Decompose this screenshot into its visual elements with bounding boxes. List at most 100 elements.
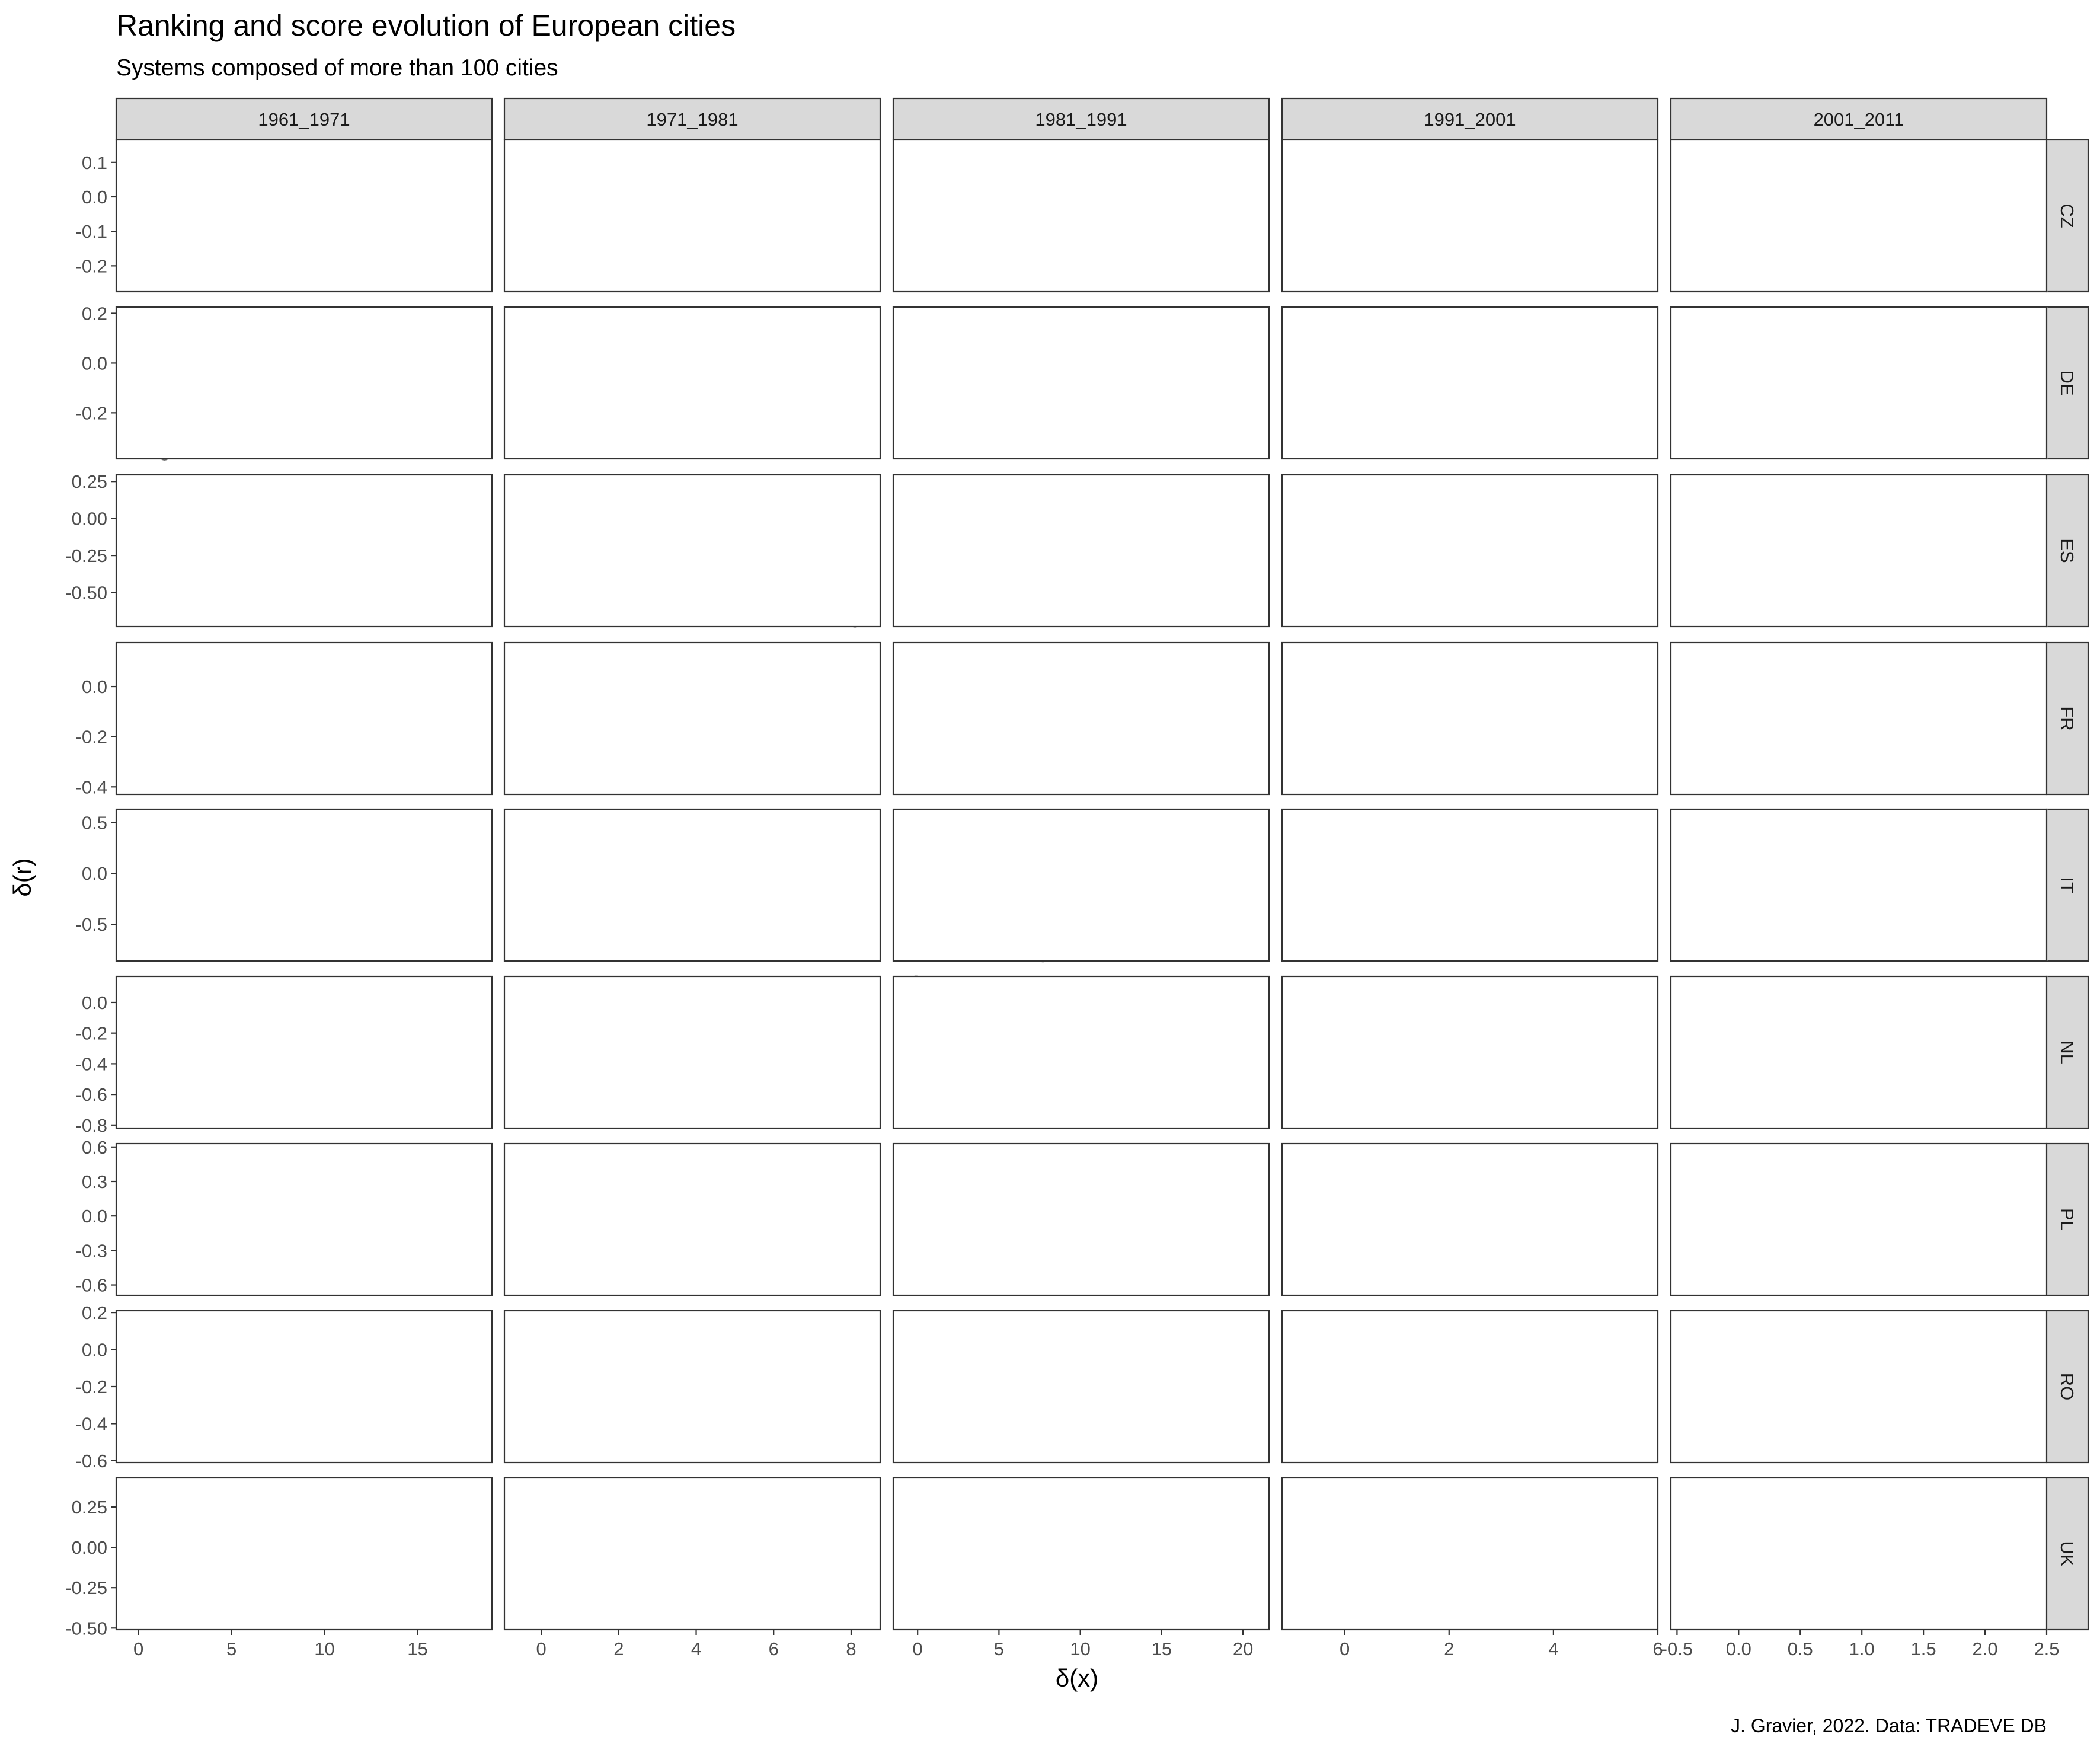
panel-DE-1961_1971: [115, 306, 493, 461]
row-strip-label: RO: [2057, 1373, 2077, 1401]
x-tick-label: 2.0: [1973, 1639, 1998, 1659]
y-tick-label: 0.0: [82, 992, 107, 1013]
y-tick-label: 0.6: [82, 1137, 107, 1158]
panel-border: [503, 641, 881, 796]
panel-border: [1281, 1310, 1659, 1464]
panel-DE-2001_2011: [1670, 306, 2048, 460]
row-strip-label: ES: [2057, 538, 2077, 563]
x-tick-label: 20: [1233, 1639, 1253, 1659]
panel-border: [1670, 808, 2048, 962]
panel-UK-1981_1991: [892, 1477, 1270, 1631]
panel-border: [503, 139, 881, 293]
y-tick-label: -0.4: [76, 1413, 107, 1434]
panel-border: [1670, 1310, 2048, 1464]
panel-border: [1281, 1477, 1659, 1631]
row-strip-PL: PL: [2045, 1142, 2089, 1296]
x-tick-label: 8: [846, 1639, 856, 1659]
x-tick-label: 10: [1070, 1639, 1090, 1659]
panel-border: [503, 1142, 881, 1296]
panel-FR-1981_1991: [892, 641, 1270, 796]
x-tick-label: 15: [1152, 1639, 1172, 1659]
panel-grid: 1961_1971 1971_1981 1981_1991 1991_2001 2001…: [65, 97, 2089, 1659]
x-tick-label: 0: [536, 1639, 546, 1659]
panel-IT-2001_2011: [1670, 808, 2048, 962]
x-tick-label: 5: [994, 1639, 1004, 1659]
y-tick-label: 0.25: [72, 1497, 107, 1518]
panel-NL-2001_2011: [1670, 975, 2048, 1129]
panel-CZ-2001_2011: [1670, 139, 2048, 293]
panel-PL-1991_2001: [1281, 1142, 1659, 1296]
row-strip-background: [2045, 975, 2089, 1129]
y-tick-label: 0.00: [72, 509, 107, 529]
row-strip-background: [2045, 1310, 2089, 1464]
y-tick-label: -0.8: [76, 1115, 107, 1136]
panel-NL-1991_2001: [1281, 975, 1659, 1129]
panel-CZ-1971_1981: [503, 139, 881, 293]
y-tick-label: 0.0: [82, 1206, 107, 1227]
row-strip-label: UK: [2057, 1541, 2077, 1566]
y-tick-label: -0.50: [65, 583, 107, 603]
y-axis-title: δ(r): [8, 858, 36, 896]
y-tick-label: 0.5: [82, 812, 107, 833]
panel-RO-1961_1971: [115, 1310, 493, 1464]
panel-border: [115, 1142, 493, 1296]
x-tick-label: 1.5: [1911, 1639, 1936, 1659]
panel-UK-1961_1971: [115, 1477, 493, 1631]
y-tick-label: 0.2: [82, 1302, 107, 1323]
y-tick-label: -0.2: [76, 727, 107, 748]
column-strip-1961_1971: 1961_1971: [115, 97, 493, 141]
row-strip-label: DE: [2057, 370, 2077, 395]
panel-border: [115, 808, 493, 962]
row-strip-RO: RO: [2045, 1310, 2089, 1464]
x-tick-label: 6: [769, 1639, 779, 1659]
panel-border: [115, 139, 493, 293]
panel-UK-2001_2011: [1670, 1477, 2048, 1631]
panel-PL-1961_1971: [115, 1142, 493, 1296]
x-tick-label: 0.5: [1788, 1639, 1813, 1659]
row-strip-label: IT: [2057, 877, 2077, 893]
y-tick-label: -0.4: [76, 777, 107, 797]
row-strip-background: [2045, 808, 2089, 962]
panel-border: [115, 1310, 493, 1464]
y-tick-label: 0.0: [82, 187, 107, 207]
y-tick-label: -0.4: [76, 1053, 107, 1074]
x-axis-title: δ(x): [1056, 1664, 1098, 1692]
panel-border: [1670, 306, 2048, 460]
panel-border: [892, 1310, 1270, 1464]
panel-RO-2001_2011: [1670, 1310, 2048, 1464]
panel-ES-1991_2001: [1281, 474, 1659, 628]
column-strip-1971_1981: 1971_1981: [503, 97, 881, 141]
x-tick-label: 6: [1652, 1639, 1663, 1659]
x-tick-label: 2: [1444, 1639, 1454, 1659]
panel-ES-1971_1981: [503, 474, 881, 628]
row-strip-background: [2045, 1477, 2089, 1631]
x-tick-label: 1.0: [1849, 1639, 1875, 1659]
y-tick-label: -0.2: [76, 256, 107, 276]
panel-border: [892, 808, 1270, 962]
column-strip-1981_1991: 1981_1991: [892, 97, 1270, 141]
x-tick-label: 5: [226, 1639, 236, 1659]
x-tick-label: 15: [407, 1639, 427, 1659]
panel-IT-1981_1991: [892, 808, 1270, 963]
panel-border: [1670, 1477, 2048, 1631]
panel-ES-1981_1991: [892, 474, 1270, 628]
panel-border: [1281, 139, 1659, 293]
panel-IT-1961_1971: [115, 808, 493, 962]
panel-IT-1971_1981: [503, 808, 881, 962]
row-strip-ES: ES: [2045, 474, 2089, 628]
y-tick-label: -0.25: [65, 1577, 107, 1598]
column-strip-background: [115, 97, 493, 141]
panel-border: [1281, 306, 1659, 460]
y-tick-label: 0.0: [82, 676, 107, 697]
panel-border: [115, 1477, 493, 1631]
panel-border: [1670, 474, 2048, 628]
chart-title: Ranking and score evolution of European …: [116, 9, 736, 42]
panel-border: [1670, 975, 2048, 1129]
panel-border: [1670, 641, 2048, 796]
panel-border: [115, 975, 493, 1129]
y-tick-label: 0.00: [72, 1537, 107, 1558]
row-strip-NL: NL: [2045, 975, 2089, 1129]
panel-RO-1991_2001: [1281, 1310, 1659, 1464]
panel-border: [892, 474, 1270, 628]
